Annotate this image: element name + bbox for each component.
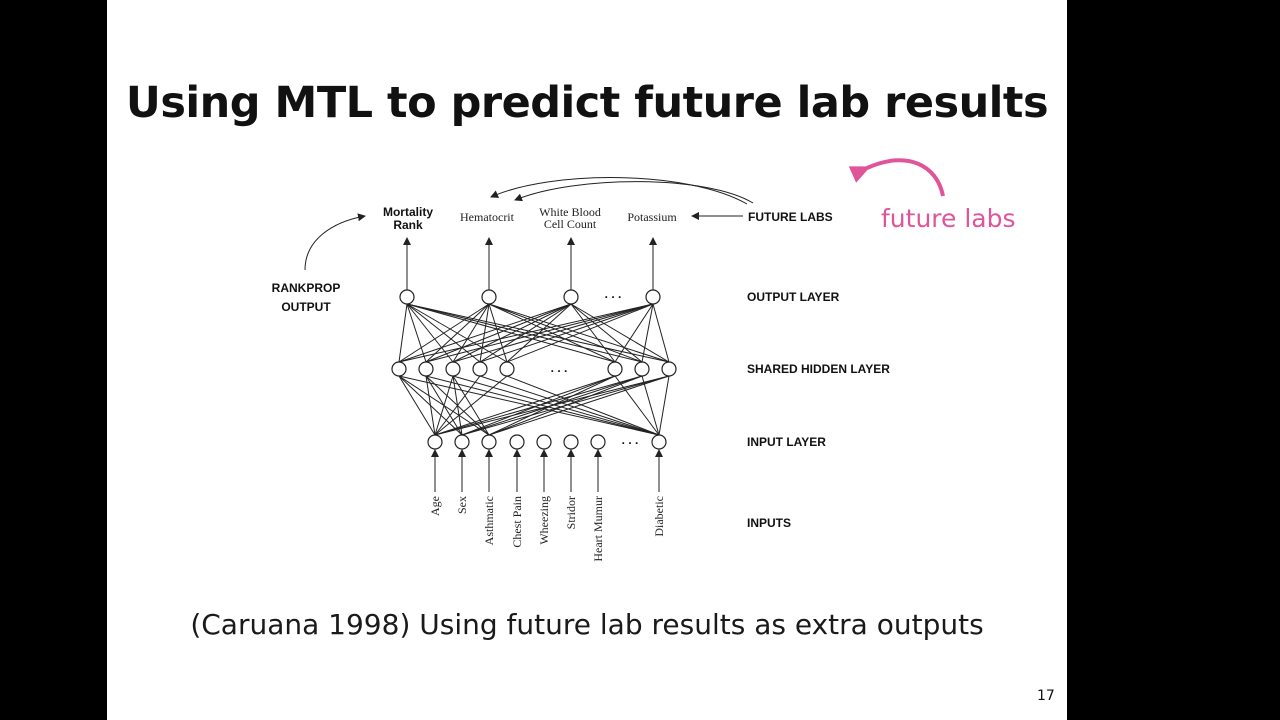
hidden-output-wire <box>406 303 454 363</box>
input-label-5: Stridor <box>564 496 578 529</box>
input-label-6: Heart Mumur <box>591 496 605 562</box>
hidden-output-wire <box>570 303 670 363</box>
hidden-output-wire <box>488 303 670 363</box>
input-hidden-wire <box>452 375 660 436</box>
input-hidden-wire <box>658 375 670 436</box>
hidden-output-wire <box>406 303 508 363</box>
input-hidden-wire <box>479 375 660 436</box>
hidden-node-3 <box>472 361 488 377</box>
input-label-2: Asthmatic <box>482 496 496 545</box>
input-hidden-wire <box>488 375 670 436</box>
input-hidden-wire <box>614 375 660 436</box>
input-hidden-wire <box>425 375 490 436</box>
hidden-ellipsis: . . . <box>551 361 568 375</box>
output-label-wbc-line1: White Blood <box>539 205 601 219</box>
slide: Using MTL to predict future lab results … <box>107 0 1067 720</box>
hidden-node-6 <box>634 361 650 377</box>
page-number: 17 <box>1037 688 1055 704</box>
hidden-output-wire <box>398 303 408 363</box>
hidden-output-wire <box>641 303 654 363</box>
annotation-arrow <box>848 158 945 197</box>
input-node-5 <box>563 434 579 450</box>
hidden-node-1 <box>418 361 434 377</box>
hidden-node-7 <box>661 361 677 377</box>
output-label-potassium: Potassium <box>627 210 677 224</box>
output-node-0 <box>399 289 415 305</box>
layer-label-input: INPUT LAYER <box>747 435 826 449</box>
future-labs-annotation: future labs <box>881 204 1016 233</box>
input-hidden-wire <box>641 375 660 436</box>
hidden-output-wire <box>406 303 616 363</box>
output-label-wbc-line2: Cell Count <box>544 217 597 231</box>
hidden-output-wire <box>488 303 508 363</box>
hidden-output-wire <box>479 303 490 363</box>
input-hidden-wire <box>452 375 490 436</box>
hidden-node-5 <box>607 361 623 377</box>
rankprop-label-line1: RANKPROP <box>272 281 341 295</box>
hidden-output-wire <box>652 303 670 363</box>
future-labs-to-hematocrit-arrow <box>490 177 748 205</box>
rankprop-arrow <box>304 213 366 271</box>
hidden-node-0 <box>391 361 407 377</box>
output-label-mortality-line2: Rank <box>393 218 423 232</box>
slide-caption: (Caruana 1998) Using future lab results … <box>190 608 984 641</box>
input-ellipsis: . . . <box>622 433 639 447</box>
input-hidden-wire <box>398 375 490 436</box>
slide-title: Using MTL to predict future lab results <box>125 78 1049 128</box>
input-hidden-wire <box>398 375 463 436</box>
input-node-6 <box>590 434 606 450</box>
hidden-output-wire <box>406 303 643 363</box>
input-label-7: Diabetic <box>652 496 666 537</box>
input-label-3: Chest Pain <box>510 496 524 548</box>
hidden-output-wire <box>570 303 616 363</box>
hidden-output-wire <box>406 303 481 363</box>
output-node-3 <box>645 289 661 305</box>
hidden-output-wire <box>488 303 643 363</box>
input-hidden-wire <box>398 375 436 436</box>
hidden-node-2 <box>445 361 461 377</box>
input-hidden-wire <box>434 375 616 436</box>
mtl-network-diagram: Age Sex Asthmatic Chest Pain Wheezing Stridor… <box>272 158 945 562</box>
hidden-output-wire <box>406 303 427 363</box>
input-node-2 <box>481 434 497 450</box>
input-hidden-wire <box>488 375 616 436</box>
input-node-3 <box>509 434 525 450</box>
input-hidden-wire <box>425 375 660 436</box>
layer-label-inputs: INPUTS <box>747 516 791 530</box>
hidden-output-wire <box>406 303 670 363</box>
future-labs-label: FUTURE LABS <box>748 210 833 224</box>
output-node-2 <box>563 289 579 305</box>
input-node-1 <box>454 434 470 450</box>
input-label-4: Wheezing <box>537 496 551 545</box>
layer-label-output: OUTPUT LAYER <box>747 290 840 304</box>
input-label-1: Sex <box>455 496 469 514</box>
hidden-output-wire <box>614 303 654 363</box>
output-label-hematocrit: Hematocrit <box>460 210 515 224</box>
input-hidden-wire <box>488 375 643 436</box>
input-hidden-wire <box>461 375 616 436</box>
output-label-mortality-line1: Mortality <box>383 205 433 219</box>
layer-label-hidden: SHARED HIDDEN LAYER <box>747 362 890 376</box>
future-labs-to-wbc-arrow <box>514 181 754 204</box>
input-node-0 <box>427 434 443 450</box>
network-nodes: Age Sex Asthmatic Chest Pain Wheezing Stridor… <box>391 289 677 562</box>
input-node-7 <box>651 434 667 450</box>
hidden-output-wire <box>570 303 643 363</box>
hidden-output-wire <box>488 303 616 363</box>
output-ellipsis: . . . <box>605 287 622 301</box>
connection-wires <box>398 237 670 492</box>
input-label-0: Age <box>428 496 442 516</box>
hidden-output-wire <box>452 303 490 363</box>
hidden-node-4 <box>499 361 515 377</box>
input-hidden-wire <box>398 375 660 436</box>
output-node-1 <box>481 289 497 305</box>
input-hidden-wire <box>506 375 660 436</box>
rankprop-label-line2: OUTPUT <box>281 300 331 314</box>
input-node-4 <box>536 434 552 450</box>
